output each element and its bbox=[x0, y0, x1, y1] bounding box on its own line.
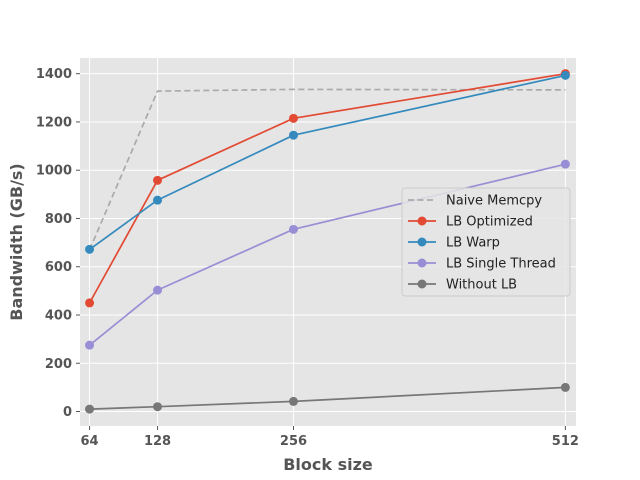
series-0 bbox=[88, 88, 566, 251]
legend-marker bbox=[417, 279, 427, 289]
x-tick-label: 128 bbox=[144, 434, 171, 449]
legend-marker bbox=[417, 216, 427, 226]
y-axis-label: Bandwidth (GB/s) bbox=[7, 163, 26, 320]
y-axis-ticks: 0 200 400 600 800 1000 1200 1400 bbox=[36, 67, 80, 420]
grid-lines bbox=[80, 58, 576, 426]
series-line bbox=[88, 88, 566, 251]
legend-label: Naive Memcpy bbox=[446, 194, 542, 209]
legend-entry: LB Single Thread bbox=[408, 257, 556, 272]
x-axis-label: Block size bbox=[283, 455, 373, 474]
legend: Naive Memcpy LB Optimized LB Warp LB Single… bbox=[401, 187, 571, 297]
data-point bbox=[560, 382, 570, 392]
data-point bbox=[85, 298, 95, 308]
legend-entry: Without LB bbox=[408, 278, 517, 293]
data-point bbox=[288, 224, 298, 234]
legend-entry: LB Optimized bbox=[408, 215, 533, 230]
legend-label: LB Single Thread bbox=[446, 257, 556, 272]
data-point bbox=[85, 404, 95, 414]
y-tick-label: 1000 bbox=[36, 164, 72, 179]
data-point bbox=[560, 70, 570, 80]
y-tick-label: 600 bbox=[45, 260, 72, 275]
legend-label: LB Optimized bbox=[446, 215, 533, 230]
legend-box bbox=[401, 187, 571, 297]
legend-marker bbox=[417, 237, 427, 247]
legend-label: LB Warp bbox=[446, 236, 500, 251]
data-point bbox=[288, 130, 298, 140]
y-tick-label: 800 bbox=[45, 212, 72, 227]
data-point bbox=[153, 175, 163, 185]
data-point bbox=[153, 285, 163, 295]
data-point bbox=[153, 402, 163, 412]
y-tick-label: 400 bbox=[45, 308, 72, 323]
series-group bbox=[85, 69, 570, 414]
x-axis-ticks: 64 128 256 512 bbox=[81, 426, 579, 449]
series-2 bbox=[85, 70, 570, 254]
y-tick-label: 0 bbox=[63, 405, 72, 420]
data-point bbox=[85, 340, 95, 350]
x-tick-label: 256 bbox=[280, 434, 307, 449]
legend-marker bbox=[417, 258, 427, 268]
series-4 bbox=[85, 382, 570, 414]
y-tick-label: 200 bbox=[45, 357, 72, 372]
series-line bbox=[89, 386, 566, 410]
data-point bbox=[560, 159, 570, 169]
data-point bbox=[288, 113, 298, 123]
data-point bbox=[153, 195, 163, 205]
legend-entry: LB Warp bbox=[408, 236, 500, 251]
y-tick-label: 1400 bbox=[36, 67, 72, 82]
series-line bbox=[88, 72, 566, 304]
x-tick-label: 64 bbox=[81, 434, 99, 449]
data-point bbox=[85, 244, 95, 254]
series-1 bbox=[85, 69, 570, 308]
legend-entry: Naive Memcpy bbox=[408, 194, 542, 209]
series-line bbox=[89, 74, 566, 251]
data-point bbox=[288, 396, 298, 406]
x-tick-label: 512 bbox=[552, 434, 579, 449]
y-tick-label: 1200 bbox=[36, 115, 72, 130]
legend-label: Without LB bbox=[446, 278, 517, 293]
